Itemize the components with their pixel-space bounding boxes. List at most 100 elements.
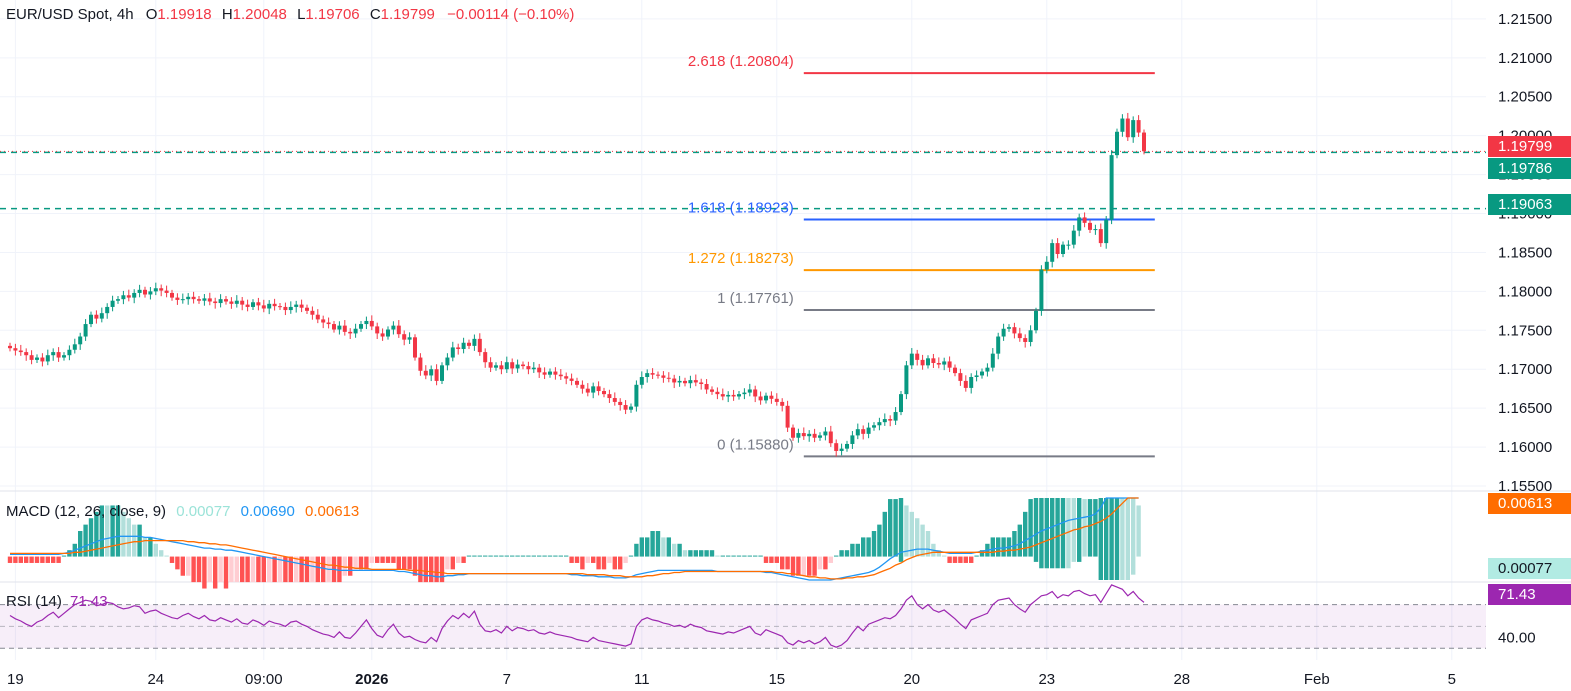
macd-histogram-bar — [1012, 531, 1017, 557]
macd-histogram-bar — [175, 556, 180, 570]
macd-histogram-bar — [110, 505, 115, 557]
macd-histogram-bar — [893, 499, 898, 557]
macd-histogram-bar — [763, 556, 769, 563]
macd-histogram-bar — [1060, 498, 1066, 569]
candle-body — [845, 443, 849, 449]
macd-histogram-bar — [866, 537, 871, 557]
macd-histogram-bar — [45, 556, 50, 563]
candle-body — [699, 382, 704, 385]
candle-body — [440, 365, 444, 381]
time-axis[interactable]: 19 24 09:00 2026 7 11 15 20 23 28 Feb 5 — [7, 671, 1456, 688]
candle-body — [413, 337, 417, 358]
macd-histogram-bar — [920, 524, 925, 557]
macd-histogram-bar — [1039, 498, 1044, 569]
macd-histogram-bar — [288, 556, 293, 583]
macd-legend[interactable]: MACD (12, 26, close, 9) 0.00077 0.00690 … — [6, 503, 361, 520]
macd-histogram-bar — [304, 556, 310, 583]
candle-body — [499, 365, 504, 370]
price-tick-label: 1.17500 — [1498, 322, 1552, 339]
candle-body — [893, 412, 898, 421]
macd-histogram-bar — [137, 524, 142, 557]
macd-histogram-bar — [342, 556, 347, 576]
candle-body — [650, 373, 655, 375]
candle-body — [947, 361, 952, 368]
macd-histogram-bar — [283, 556, 288, 583]
candle-body — [483, 352, 488, 363]
candle-body — [245, 304, 250, 307]
candle-body — [310, 310, 315, 315]
macd-histogram-bar — [834, 555, 839, 557]
candle-body — [267, 303, 272, 309]
fib-level-label: 1 (1.17761) — [717, 290, 794, 307]
macd-histogram-bar — [223, 556, 229, 589]
candle-body — [337, 325, 342, 330]
candle-body — [456, 347, 461, 349]
macd-histogram-bar — [261, 556, 266, 583]
candle-body — [504, 362, 509, 370]
candle-body — [963, 380, 968, 388]
rsi-legend[interactable]: RSI (14) 71.43 — [6, 593, 110, 610]
candle-body — [645, 373, 650, 378]
candle-body — [342, 325, 347, 332]
candle-body — [35, 357, 39, 360]
candle-body — [477, 338, 482, 353]
macd-histogram-bar — [952, 556, 958, 563]
candle-body — [1131, 120, 1136, 138]
macd-histogram-bar — [715, 555, 720, 557]
candle-body — [45, 355, 50, 362]
candle-body — [634, 384, 639, 407]
macd-histogram-bar — [564, 555, 569, 557]
candle-body — [531, 367, 536, 370]
macd-signal-tag: 0.00613 — [1488, 493, 1571, 514]
macd-histogram-bar — [666, 537, 671, 557]
macd-label: MACD (12, 26, close, 9) — [6, 503, 167, 520]
macd-histogram-bar — [7, 556, 13, 563]
macd-histogram-bar — [888, 499, 893, 557]
macd-histogram-bar — [823, 556, 828, 570]
candle-body — [170, 292, 174, 298]
price-axis[interactable]: 1.215001.210001.205001.200001.195001.190… — [1498, 11, 1552, 495]
macd-histogram-bar — [520, 555, 526, 557]
time-tick-label: 2026 — [355, 671, 388, 688]
candle-body — [1044, 261, 1049, 270]
macd-histogram-bar — [466, 555, 472, 557]
symbol-legend[interactable]: EUR/USD Spot, 4h O1.19918 H1.20048 L1.19… — [6, 6, 576, 23]
candle-body — [877, 422, 882, 426]
fib-level-label: 1.618 (1.18923) — [688, 200, 794, 217]
macd-histogram-bar — [186, 556, 191, 576]
macd-histogram-bar — [758, 555, 763, 557]
fib-level-label: 1.272 (1.18273) — [688, 250, 794, 267]
rsi-label: RSI (14) — [6, 593, 62, 610]
candle-body — [418, 357, 423, 371]
macd-pane — [7, 497, 1141, 589]
time-tick-label: 15 — [768, 671, 785, 688]
candle-body — [542, 372, 547, 375]
macd-histogram-bar — [639, 537, 644, 557]
macd-histogram-bar — [191, 556, 196, 583]
macd-histogram-bar — [364, 556, 369, 570]
candle-body — [980, 371, 984, 376]
time-tick-label: 11 — [634, 671, 650, 688]
macd-histogram-bar — [909, 511, 914, 557]
macd-histogram-bar — [99, 505, 104, 557]
macd-histogram-bar — [245, 556, 250, 583]
macd-histogram-bar — [736, 555, 742, 557]
macd-histogram-bar — [790, 556, 796, 576]
time-tick-label: 5 — [1448, 671, 1456, 688]
macd-histogram-bar — [877, 524, 882, 557]
macd-histogram-bar — [990, 537, 995, 557]
candle-body — [116, 299, 120, 301]
candle-body — [434, 369, 439, 381]
macd-histogram-bar — [677, 543, 682, 557]
candle-body — [1136, 120, 1141, 133]
candle-body — [639, 377, 644, 385]
candle-body — [299, 304, 304, 308]
macd-histogram-bar — [796, 556, 801, 576]
macd-histogram-bar — [250, 556, 256, 583]
fibonacci-extension[interactable]: 2.618 (1.20804) 1.618 (1.18923) 1.272 (1.1… — [688, 53, 1155, 458]
open-value: 1.19918 — [157, 6, 212, 23]
candle-body — [710, 389, 714, 392]
candle-body — [953, 367, 957, 374]
time-tick-label: 09:00 — [245, 671, 283, 688]
